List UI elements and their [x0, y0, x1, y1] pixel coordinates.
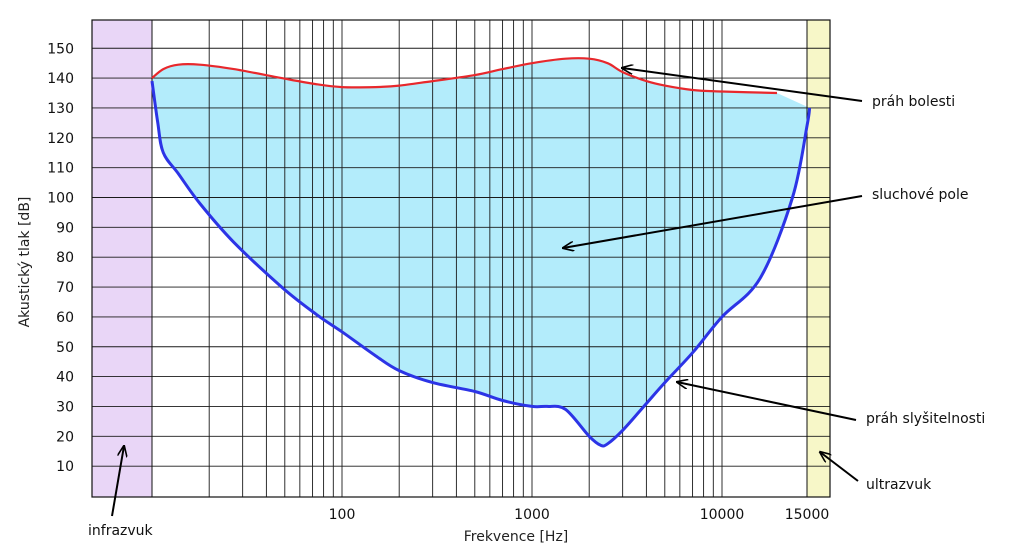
annotation-arrow: [820, 452, 859, 482]
y-tick-label: 70: [56, 280, 74, 296]
x-tick-label: 100: [329, 507, 356, 523]
hearing-area-fill: [152, 58, 810, 447]
annotations: práh bolesti sluchové pole práh slyšitelno…: [88, 68, 985, 539]
region-ultrazvuk: [807, 20, 830, 497]
y-tick-label: 50: [56, 340, 74, 356]
annotation-arrow: [111, 446, 124, 517]
x-tick-label: 1000: [514, 507, 550, 523]
x-tick-label: 15000: [785, 507, 830, 523]
series-prah-bolesti: [151, 57, 778, 95]
region-infrazvuk: [92, 20, 152, 497]
grid: [91, 19, 831, 498]
y-tick-label: 60: [56, 310, 74, 326]
series-lines: [150, 57, 812, 448]
y-tick-label: 90: [56, 220, 74, 236]
y-tick-label: 20: [56, 429, 74, 445]
y-axis-label: Akustický tlak [dB]: [17, 197, 33, 328]
y-tick-label: 140: [47, 71, 74, 87]
y-tick-label: 120: [47, 131, 74, 147]
annotation-arrow: [622, 68, 863, 102]
y-tick-label: 10: [56, 459, 74, 475]
annotation-arrow: [563, 195, 863, 248]
y-tick-label: 110: [47, 161, 74, 177]
tick-labels: 10 20 30 40 50 60 70 80 90 100 110 120 130 140 150 100 1…: [47, 41, 829, 523]
hearing-area: [152, 58, 810, 447]
annotation-label: sluchové pole: [872, 187, 969, 203]
y-tick-label: 30: [56, 399, 74, 415]
annotation-label: práh bolesti: [872, 94, 955, 110]
y-tick-label: 80: [56, 250, 74, 266]
plot-frame: [91, 19, 831, 498]
y-tick-label: 100: [47, 191, 74, 207]
y-tick-label: 150: [47, 41, 74, 57]
x-axis-label: Frekvence [Hz]: [464, 529, 569, 545]
x-tick-label: 10000: [700, 507, 745, 523]
annotation-label: infrazvuk: [88, 523, 154, 539]
y-tick-label: 40: [56, 370, 74, 386]
annotation-label: práh slyšitelnosti: [866, 411, 985, 427]
annotation-arrow: [677, 382, 857, 421]
frequency-regions: [92, 20, 830, 497]
series-prah-slysitelnosti: [150, 80, 812, 448]
annotation-label: ultrazvuk: [866, 477, 932, 493]
y-tick-label: 130: [47, 101, 74, 117]
